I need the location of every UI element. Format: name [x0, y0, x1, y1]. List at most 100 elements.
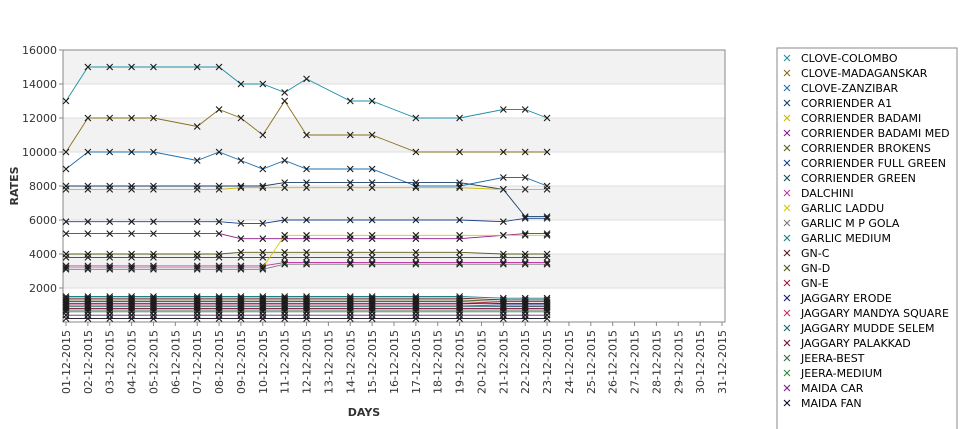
data-point [215, 148, 223, 156]
data-point [368, 254, 376, 261]
data-point [499, 218, 507, 226]
series [62, 254, 551, 261]
data-point [346, 97, 354, 105]
data-point [783, 174, 791, 182]
series-line [66, 301, 548, 304]
data-point [215, 265, 223, 273]
data-point [259, 220, 267, 227]
data-point [193, 254, 201, 261]
data-point [521, 174, 529, 181]
series-line [66, 233, 548, 240]
data-point [237, 265, 245, 273]
data-point [193, 123, 201, 130]
series-line [66, 187, 548, 190]
x-tick-label: 30-12-2015 [694, 330, 707, 394]
data-point [303, 254, 310, 261]
data-point [303, 260, 310, 268]
data-point [259, 131, 267, 139]
x-tick-label: 28-12-2015 [650, 330, 663, 394]
x-tick-label: 20-12-2015 [475, 330, 488, 394]
data-point [412, 114, 420, 122]
data-point [259, 80, 267, 88]
data-point [346, 315, 354, 322]
data-point [521, 315, 529, 322]
x-tick-label: 17-12-2015 [410, 330, 423, 394]
data-point [368, 315, 376, 322]
data-point [412, 248, 420, 256]
data-point [499, 231, 507, 239]
data-point [237, 248, 245, 256]
x-tick-label: 08-12-2015 [213, 330, 226, 394]
data-point [84, 254, 92, 261]
legend-label: JEERA-BEST [800, 352, 865, 365]
data-point [303, 184, 310, 192]
data-point [215, 230, 223, 237]
data-point [783, 204, 791, 212]
data-point [303, 75, 310, 83]
data-point [303, 248, 310, 256]
data-point [521, 186, 529, 193]
data-point [346, 165, 354, 173]
data-point [783, 384, 791, 392]
data-point [193, 157, 201, 164]
x-axis-title: DAYS [348, 406, 381, 419]
grid-band [63, 84, 725, 118]
y-axis: 2000 4000 6000 8000 10000 12000 14000 16000 [22, 44, 63, 295]
legend-item: CORRIENDER FULL GREEN [783, 157, 946, 170]
data-point [456, 260, 463, 268]
data-point [783, 354, 791, 362]
data-point [783, 369, 791, 377]
data-point [84, 148, 92, 156]
data-point [84, 114, 92, 122]
data-point [259, 165, 267, 173]
data-point [259, 184, 267, 192]
data-point [84, 230, 92, 237]
data-point [346, 184, 354, 192]
data-point [106, 186, 114, 193]
data-point [543, 260, 551, 268]
data-point [193, 265, 201, 273]
data-point [412, 179, 420, 186]
x-tick-label: 15-12-2015 [366, 330, 379, 394]
series-line [65, 100, 548, 153]
data-point [237, 254, 245, 261]
data-point [412, 216, 420, 224]
x-tick-label: 18-12-2015 [432, 330, 445, 394]
legend-item: CLOVE-ZANZIBAR [783, 82, 898, 95]
legend-label: CLOVE-COLOMBO [801, 52, 898, 65]
data-point [303, 231, 310, 239]
data-point [412, 254, 420, 261]
y-tick-label: 8000 [29, 180, 57, 193]
data-point [499, 148, 507, 156]
data-point [281, 89, 289, 96]
legend-item: GN-D [783, 262, 830, 275]
series-line [66, 262, 548, 267]
legend-item: GARLIC MEDIUM [783, 232, 891, 245]
data-point [456, 114, 463, 122]
data-point [499, 174, 507, 181]
data-point [106, 148, 114, 156]
data-point [783, 144, 791, 152]
data-point [368, 248, 376, 256]
data-point [259, 315, 267, 322]
data-point [368, 131, 376, 139]
data-point [346, 131, 354, 139]
data-point [62, 97, 70, 105]
data-point [499, 260, 507, 268]
legend-item: JAGGARY MANDYA SQUARE [783, 307, 949, 320]
data-point [237, 157, 245, 164]
data-point [150, 230, 157, 237]
data-point [84, 265, 92, 273]
data-point [521, 231, 529, 239]
data-point [368, 216, 376, 224]
legend-label: MAIDA CAR [801, 382, 864, 395]
data-point [281, 231, 289, 239]
data-point [193, 63, 201, 71]
series-line [66, 297, 548, 301]
data-point [128, 218, 135, 226]
grid-band [63, 254, 725, 288]
x-tick-label: 23-12-2015 [541, 330, 554, 394]
data-point [303, 131, 310, 139]
data-point [368, 260, 376, 268]
data-point [783, 234, 791, 242]
